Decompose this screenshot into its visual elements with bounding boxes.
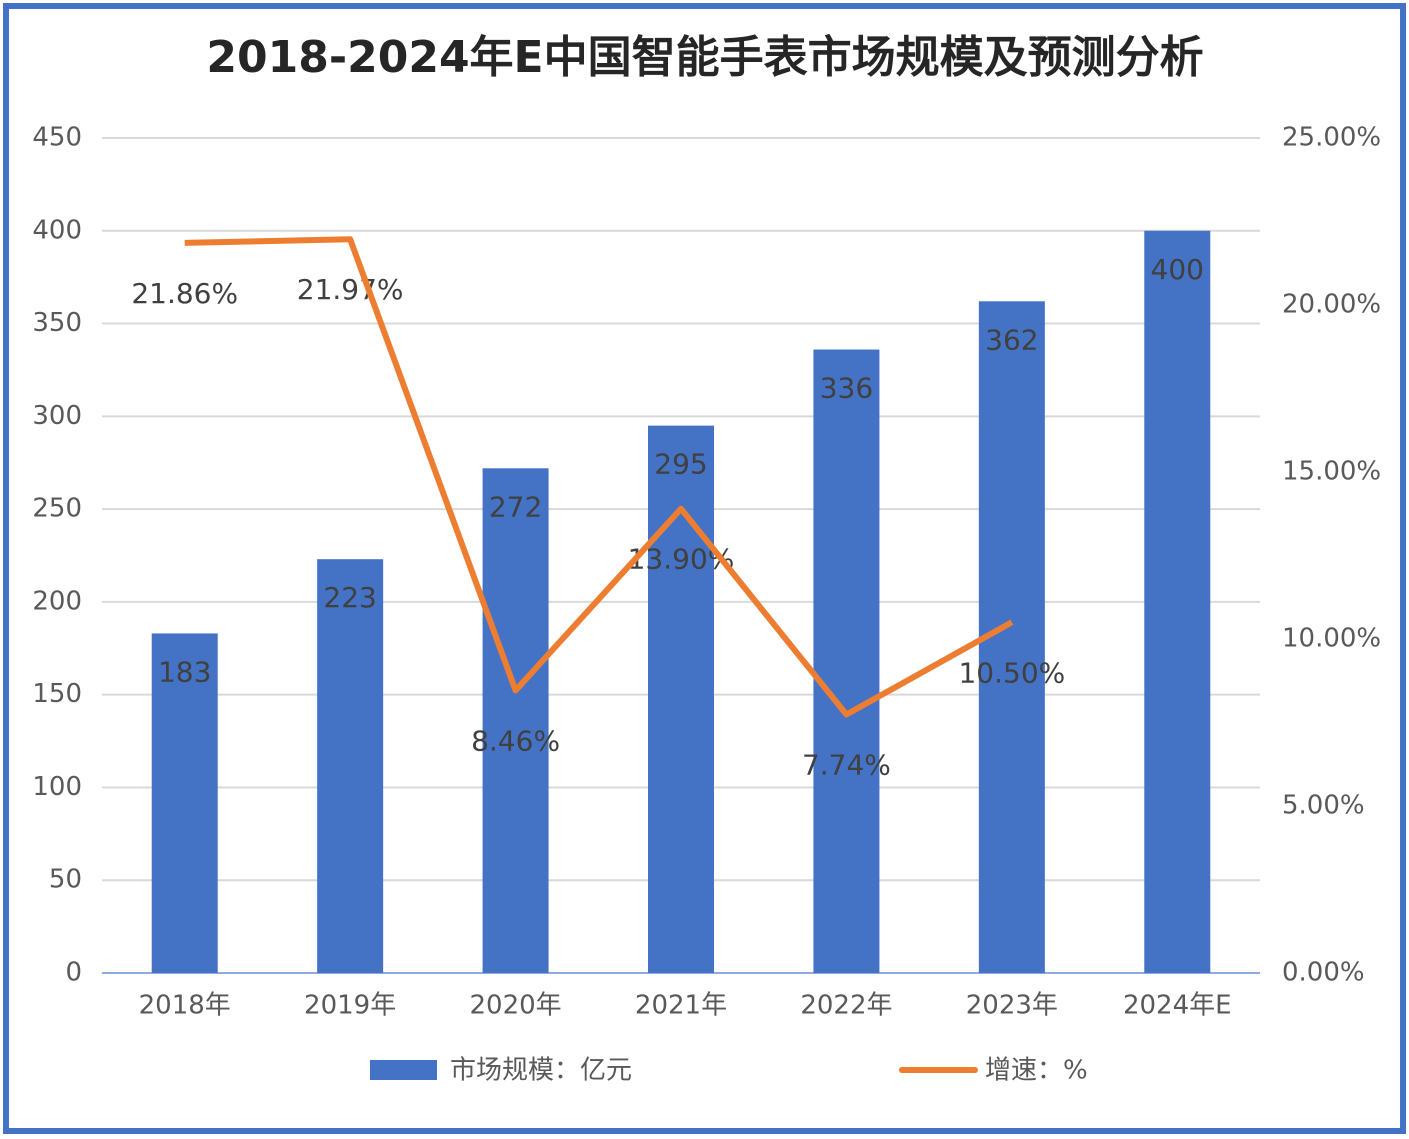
- line-value-label: 7.74%: [802, 748, 891, 781]
- y-tick-label: 150: [32, 679, 82, 709]
- y-tick-label: 450: [32, 123, 82, 153]
- y2-tick-label: 0.00%: [1282, 958, 1365, 988]
- line-value-label: 21.86%: [131, 277, 238, 310]
- bar: [813, 349, 880, 973]
- y2-tick-label: 20.00%: [1282, 290, 1381, 320]
- bar: [482, 468, 549, 973]
- y-tick-label: 200: [32, 586, 82, 616]
- y-tick-label: 50: [49, 865, 82, 895]
- legend-label: 增速：%: [985, 1056, 1088, 1086]
- x-tick-label: 2024年E: [1123, 991, 1232, 1021]
- line-value-label: 8.46%: [471, 724, 560, 757]
- bar: [317, 559, 384, 973]
- x-tick-label: 2019年: [304, 991, 396, 1021]
- bar: [151, 633, 218, 973]
- x-tick-label: 2020年: [469, 991, 561, 1021]
- y-tick-label: 100: [32, 772, 82, 802]
- y-tick-label: 350: [32, 308, 82, 338]
- y2-tick-label: 10.00%: [1282, 624, 1381, 654]
- y2-tick-label: 5.00%: [1282, 791, 1365, 821]
- line-value-label: 21.97%: [297, 273, 404, 306]
- bar-value-label: 272: [489, 490, 542, 523]
- line: [184, 236, 1014, 718]
- bar: [1144, 230, 1211, 973]
- line-value-label: 10.50%: [958, 656, 1065, 689]
- y-tick-label: 250: [32, 494, 82, 524]
- bar-value-label: 295: [654, 448, 707, 481]
- chart-title: 2018-2024年E中国智能手表市场规模及预测分析: [206, 32, 1203, 83]
- y2-tick-label: 25.00%: [1282, 123, 1381, 153]
- x-tick-label: 2018年: [139, 991, 231, 1021]
- bar: [648, 425, 714, 974]
- bar-value-label: 223: [323, 581, 376, 614]
- legend-swatch: [370, 1060, 437, 1080]
- x-tick-label: 2021年: [635, 991, 727, 1021]
- y-tick-label: 400: [32, 215, 82, 245]
- y-tick-label: 300: [32, 401, 82, 431]
- x-tick-label: 2023年: [966, 991, 1058, 1021]
- bar-value-label: 183: [158, 655, 211, 688]
- bar-value-label: 400: [1151, 253, 1204, 286]
- x-tick-label: 2022年: [800, 991, 892, 1021]
- y-tick-label: 0: [65, 958, 82, 988]
- legend-label: 市场规模：亿元: [450, 1056, 632, 1086]
- bar-value-label: 336: [820, 372, 873, 405]
- y2-tick-label: 15.00%: [1282, 457, 1381, 487]
- bar-value-label: 362: [985, 323, 1038, 356]
